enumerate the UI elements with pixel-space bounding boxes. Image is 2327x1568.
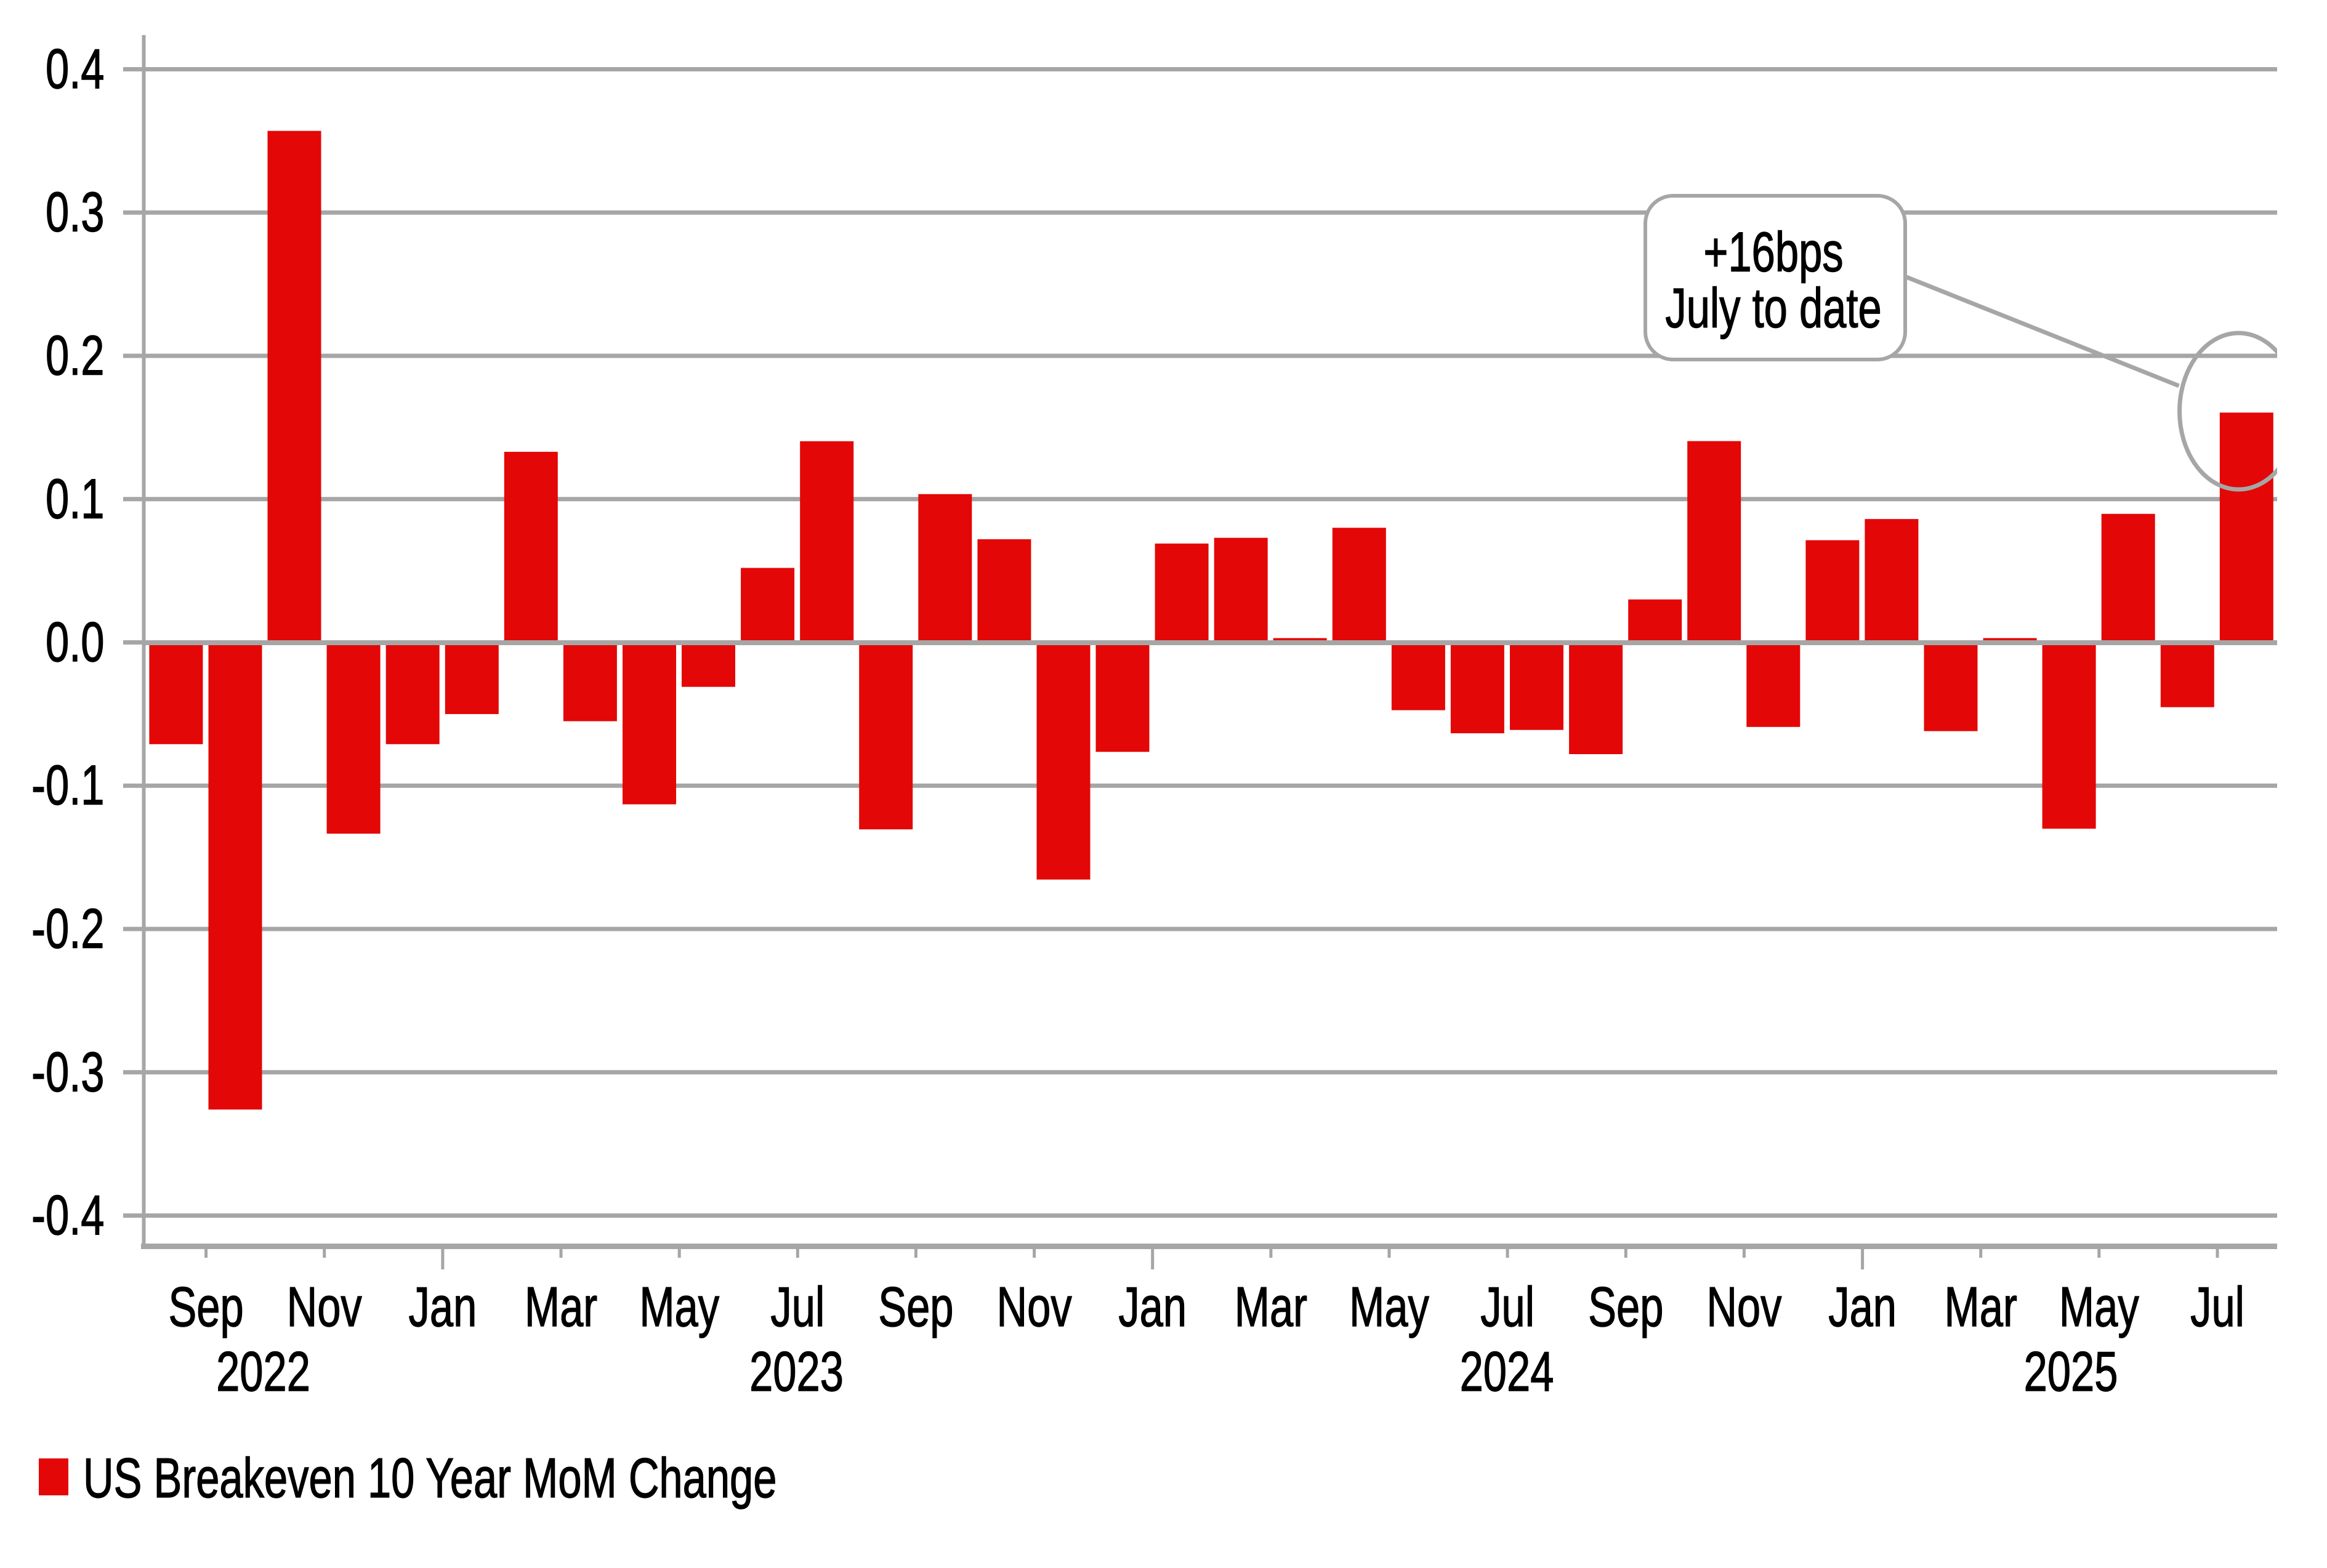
svg-text:-0.3: -0.3 (31, 1041, 104, 1104)
svg-text:2023: 2023 (749, 1341, 844, 1404)
svg-text:Mar: Mar (1235, 1276, 1307, 1339)
svg-text:Mar: Mar (1945, 1276, 2017, 1339)
svg-text:+16bps: +16bps (1703, 221, 1843, 284)
svg-text:-0.1: -0.1 (31, 754, 104, 817)
svg-text:2022: 2022 (216, 1341, 310, 1404)
svg-text:Sep: Sep (168, 1276, 243, 1339)
svg-text:Jul: Jul (1480, 1276, 1535, 1339)
svg-text:US Breakeven 10 Year MoM Chang: US Breakeven 10 Year MoM Change (83, 1447, 776, 1510)
svg-text:Mar: Mar (525, 1276, 597, 1339)
svg-text:-0.2: -0.2 (31, 898, 104, 960)
svg-text:Jul: Jul (2190, 1276, 2244, 1339)
svg-text:0.3: 0.3 (46, 181, 104, 244)
svg-text:0.0: 0.0 (46, 611, 104, 674)
svg-text:Nov: Nov (997, 1276, 1073, 1339)
svg-text:Sep: Sep (878, 1276, 953, 1339)
svg-text:Jan: Jan (1118, 1276, 1187, 1339)
svg-text:2025: 2025 (2024, 1341, 2118, 1404)
svg-text:2024: 2024 (1460, 1341, 1554, 1404)
svg-text:July to date: July to date (1665, 277, 1881, 340)
svg-text:May: May (639, 1276, 719, 1339)
svg-text:0.1: 0.1 (46, 468, 104, 531)
svg-text:Jan: Jan (1828, 1276, 1897, 1339)
svg-text:Nov: Nov (287, 1276, 363, 1339)
svg-text:May: May (1349, 1276, 1429, 1339)
svg-text:Sep: Sep (1588, 1276, 1663, 1339)
svg-text:Nov: Nov (1706, 1276, 1782, 1339)
svg-text:Jul: Jul (770, 1276, 825, 1339)
svg-text:-0.4: -0.4 (31, 1184, 104, 1247)
svg-text:0.2: 0.2 (46, 324, 104, 387)
svg-text:Jan: Jan (409, 1276, 477, 1339)
svg-text:0.4: 0.4 (46, 38, 104, 101)
svg-text:May: May (2059, 1276, 2139, 1339)
